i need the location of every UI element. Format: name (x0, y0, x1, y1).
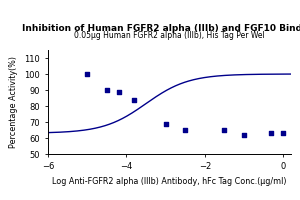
Point (183, 128, 188, 132)
Point (269, 132, 274, 135)
Title: Inhibition of Human FGFR2 alpha (IIIb) and FGF10 Binding: Inhibition of Human FGFR2 alpha (IIIb) a… (22, 24, 300, 33)
X-axis label: Log Anti-FGFR2 alpha (IIIb) Antibody, hFc Tag Conc.(μg/ml): Log Anti-FGFR2 alpha (IIIb) Antibody, hF… (52, 177, 287, 186)
Text: 0.05μg Human FGFR2 alpha (IIIb), His Tag Per Wel: 0.05μg Human FGFR2 alpha (IIIb), His Tag… (74, 31, 265, 40)
Y-axis label: Percentage Activity(%): Percentage Activity(%) (9, 56, 18, 148)
Point (222, 128, 227, 132)
Point (163, 122, 168, 125)
Point (116, 90, 121, 93)
Point (104, 88, 109, 92)
Point (132, 98, 136, 101)
Point (242, 133, 246, 136)
Point (85, 72, 90, 76)
Point (281, 132, 286, 135)
